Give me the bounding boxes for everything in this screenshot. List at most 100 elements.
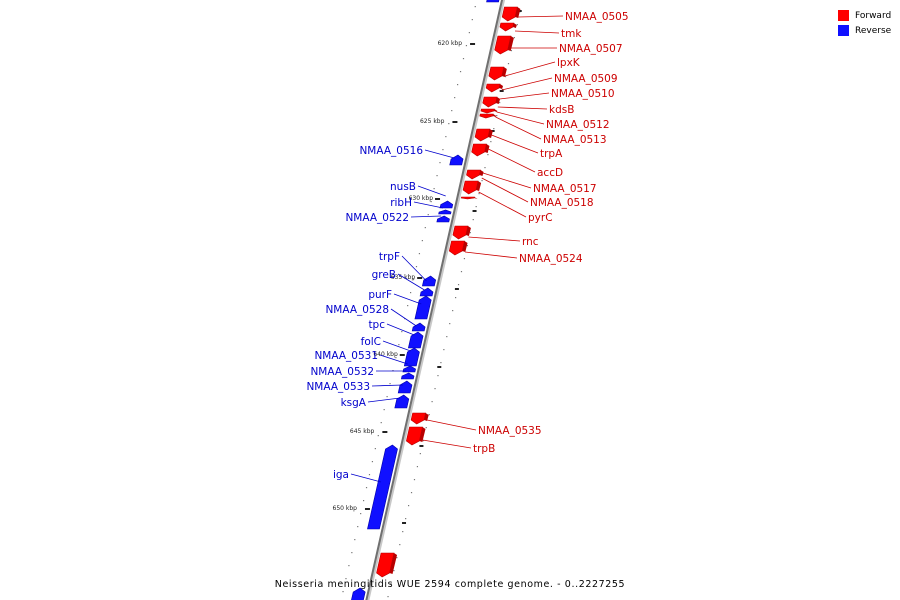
scale-dot (499, 102, 501, 104)
reverse-gene-label: tpc (368, 319, 385, 331)
reverse-leader-line (410, 215, 442, 218)
forward-leader-line (499, 92, 550, 100)
scale-dot (436, 175, 438, 177)
scale-dot (401, 331, 403, 333)
forward-gene-arrow (480, 108, 495, 114)
scale-dot (428, 414, 430, 416)
scale-dot (471, 19, 473, 21)
tick-label: 620 kbp (438, 40, 463, 47)
major-tick (435, 198, 441, 200)
scale-dot (425, 427, 427, 429)
reverse-leader-line (417, 185, 446, 197)
scale-dot (357, 526, 359, 528)
forward-gene-label: NMAA_0524 (519, 253, 583, 265)
forward-leader-line (465, 251, 518, 259)
scale-dot (383, 409, 385, 411)
reverse-leader-line (367, 397, 401, 403)
scale-dot (377, 435, 379, 437)
scale-dot (460, 271, 463, 273)
scale-dot (412, 279, 415, 281)
scale-dot (410, 292, 412, 294)
scale-dot (493, 128, 495, 130)
scale-dot (452, 310, 454, 312)
scale-dot (445, 136, 447, 138)
reverse-leader-line (371, 384, 404, 387)
scale-dot (374, 448, 376, 450)
scale-dot (345, 578, 347, 580)
scale-dot (507, 63, 510, 65)
scale-dot (490, 141, 492, 143)
scale-dot (371, 461, 374, 463)
forward-gene-arrow (471, 143, 487, 157)
minor-tick (437, 366, 442, 368)
reverse-gene-arrow (439, 200, 454, 209)
reverse-swatch (838, 25, 849, 36)
forward-gene-arrow (410, 412, 427, 425)
reverse-gene-label: ribH (390, 197, 412, 209)
major-tick (382, 431, 388, 433)
forward-gene-arrow (460, 196, 475, 200)
forward-gene-arrow (376, 552, 395, 578)
forward-leader-line (422, 439, 472, 449)
scale-dot (402, 531, 404, 533)
forward-gene-arrow (499, 22, 515, 32)
reverse-leader-line (424, 149, 455, 159)
reverse-gene-label: ksgA (341, 397, 367, 409)
forward-gene-arrow (452, 225, 469, 240)
reverse-gene-arrow (411, 322, 426, 332)
scale-dot (465, 45, 468, 47)
forward-gene-arrow (501, 6, 518, 22)
scale-dot (363, 500, 365, 502)
scale-dot (513, 37, 515, 39)
scale-dot (484, 167, 486, 169)
scale-dot (504, 76, 507, 78)
forward-leader-line (496, 111, 545, 125)
forward-gene-side (389, 553, 398, 574)
forward-gene-label: trpA (540, 148, 563, 160)
scale-dot (386, 396, 388, 398)
reverse-gene-label: NMAA_0516 (359, 145, 423, 157)
minor-tick (499, 90, 504, 92)
forward-gene-label: rnc (522, 236, 539, 248)
reverse-gene-label: NMAA_0531 (314, 350, 378, 362)
scale-dot (463, 258, 466, 260)
forward-leader-line (514, 30, 560, 34)
scale-dot (342, 591, 344, 593)
scale-dot (448, 123, 450, 125)
forward-leader-line (426, 419, 477, 431)
scale-dot (468, 32, 470, 34)
scale-dot (389, 383, 391, 385)
forward-gene-arrow (466, 169, 481, 180)
forward-gene-side (462, 241, 468, 252)
scale-dot (510, 50, 513, 52)
forward-gene-side (507, 36, 514, 51)
scale-dot (454, 97, 456, 99)
reverse-gene-label: iga (333, 469, 349, 481)
scale-dot (449, 323, 451, 325)
scale-dot (443, 349, 445, 351)
scale-dot (446, 336, 448, 338)
scale-dot (472, 219, 474, 221)
scale-dot (390, 583, 392, 585)
scale-dot (496, 115, 498, 117)
reverse-leader-line (401, 255, 427, 282)
forward-gene-arrow (494, 35, 512, 55)
reverse-leader-line (379, 354, 408, 365)
scale-dot (422, 440, 424, 442)
forward-gene-side (419, 427, 426, 442)
forward-gene-label: tmk (561, 28, 582, 40)
reverse-gene-arrow (403, 347, 420, 367)
tick-label: 640 kbp (373, 351, 398, 358)
scale-dot (424, 227, 426, 229)
scale-dot (419, 453, 421, 455)
forward-gene-side (499, 84, 504, 89)
scale-dot (466, 245, 468, 247)
scale-dots (342, 6, 521, 598)
scale-dot (474, 6, 476, 8)
forward-leader-line (504, 61, 556, 77)
major-tick (399, 354, 405, 356)
scale-dot (393, 570, 395, 572)
scale-dot (410, 492, 413, 494)
scale-dot (434, 388, 436, 390)
scale-dot (387, 596, 389, 598)
